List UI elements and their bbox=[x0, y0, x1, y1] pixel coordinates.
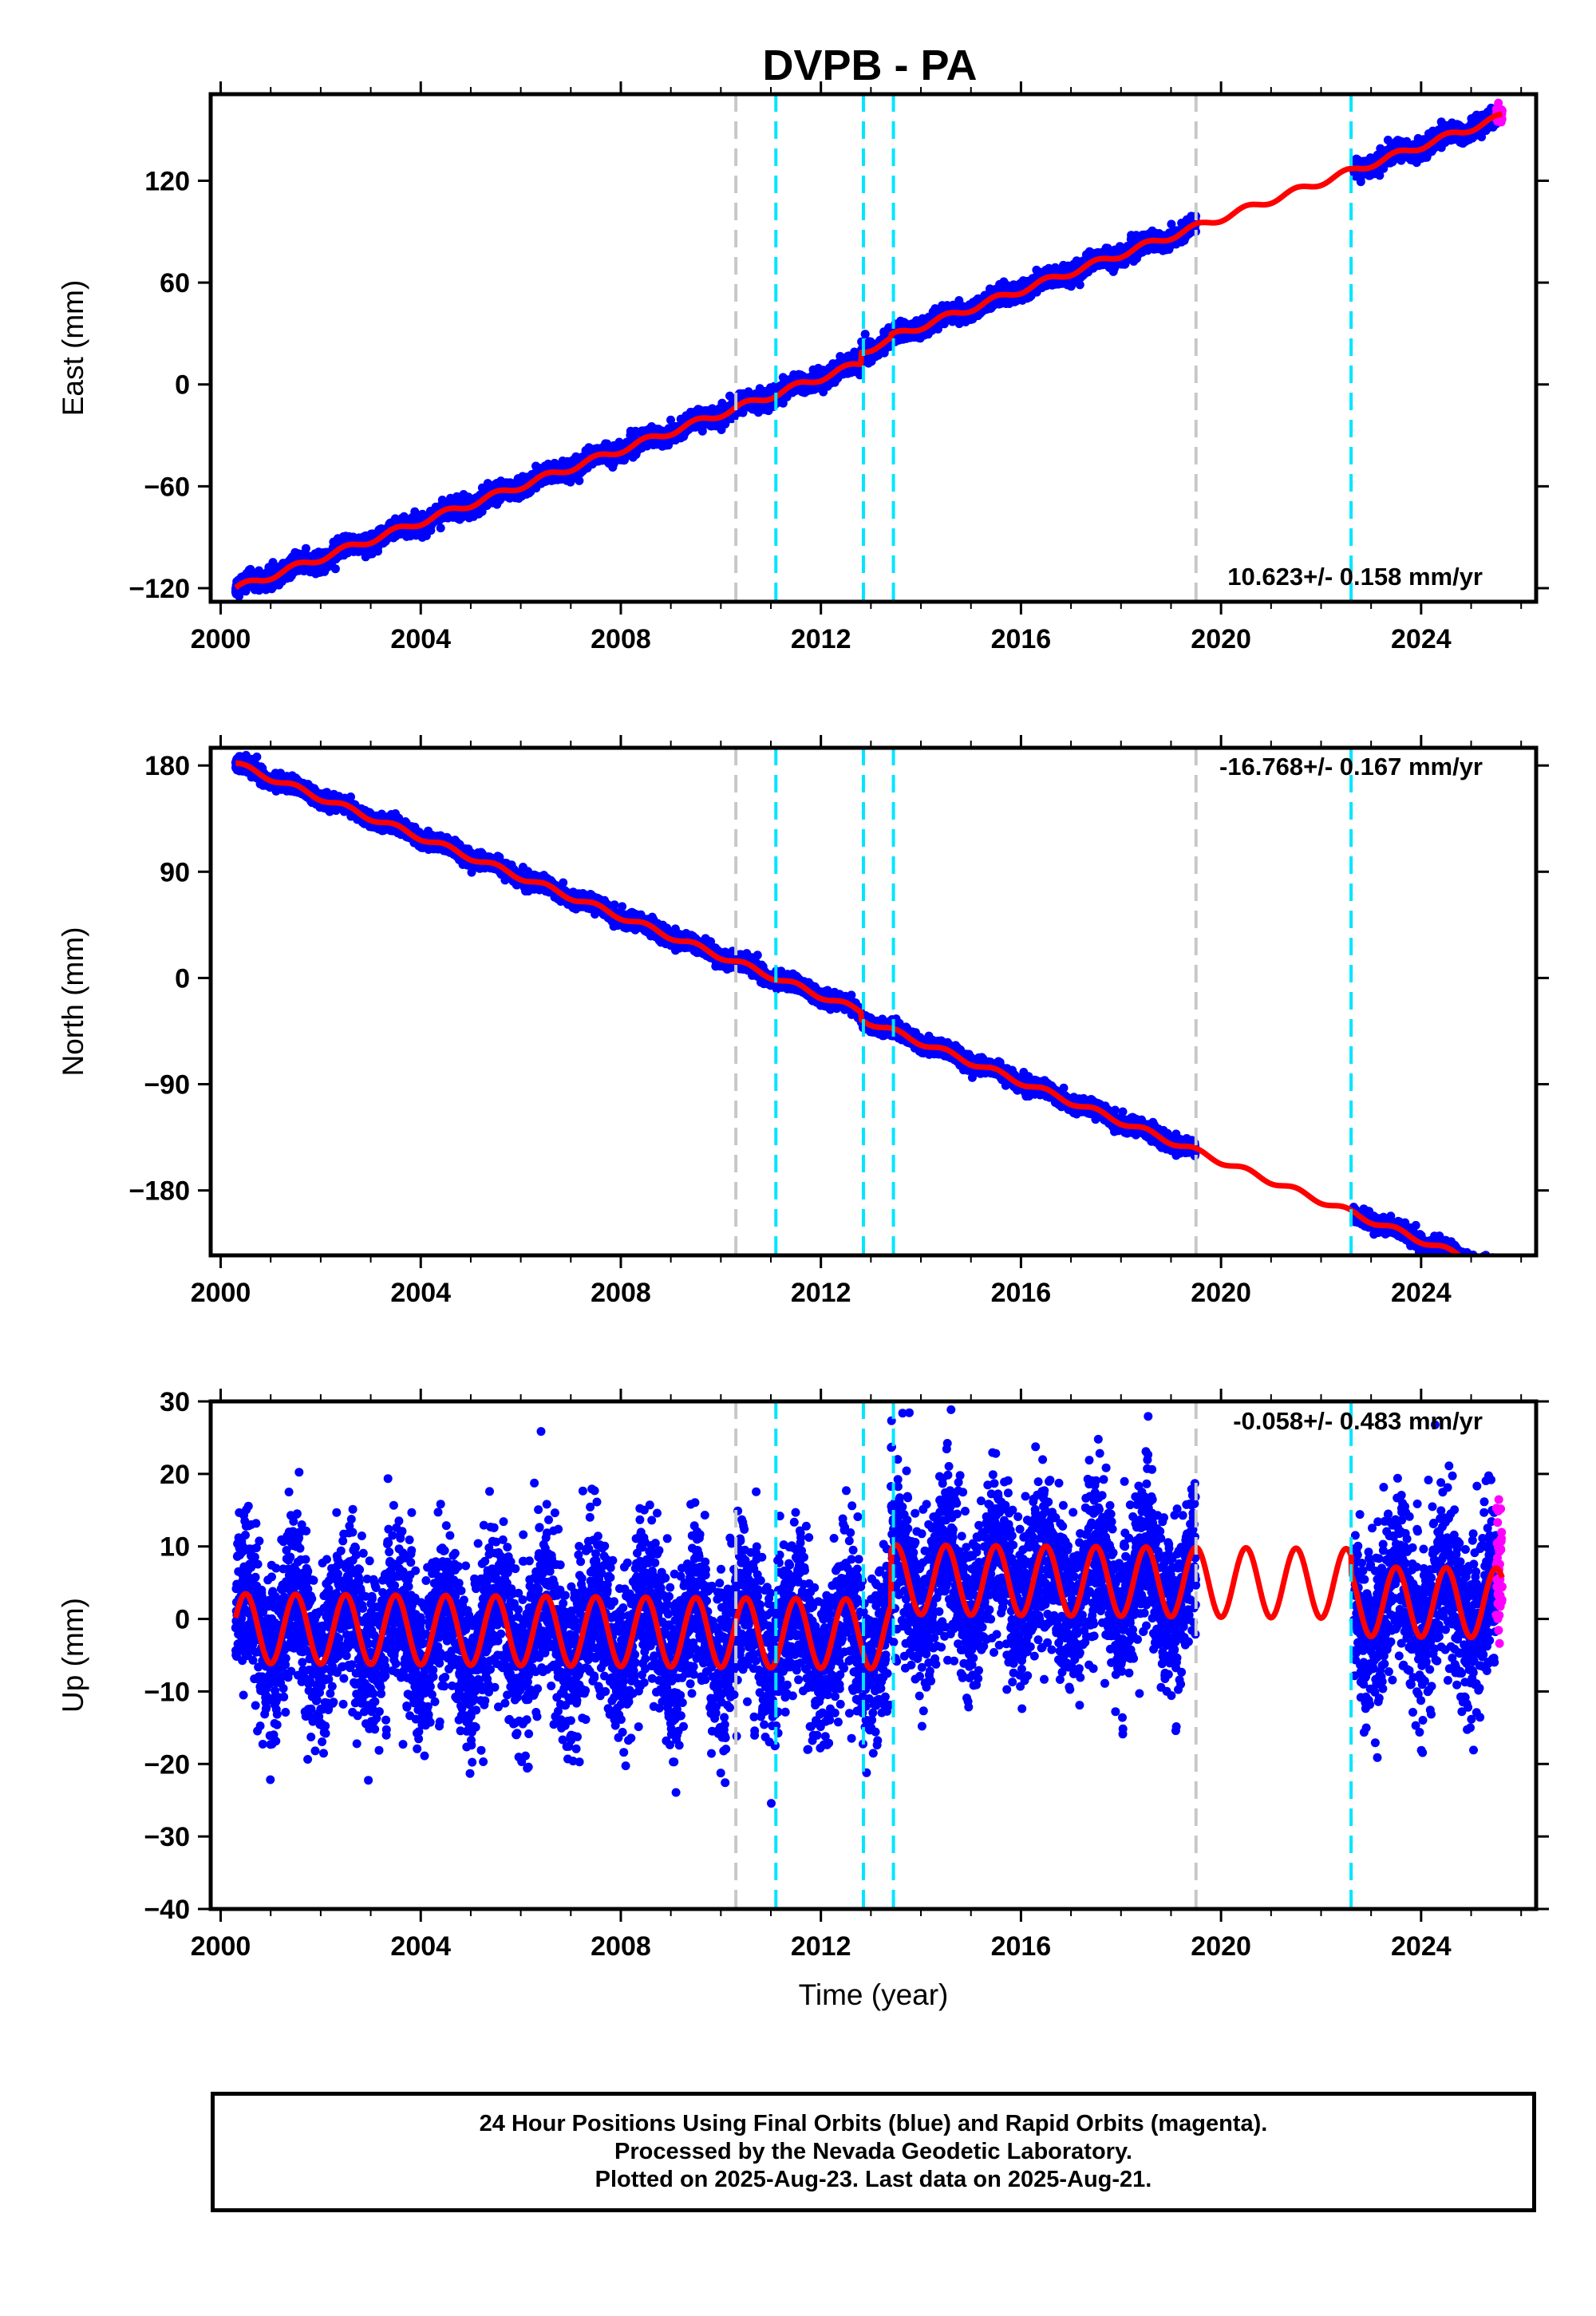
plot-area-east bbox=[231, 94, 1507, 602]
final-orbit-point bbox=[330, 564, 340, 574]
panels: 2000 2004 2008 2012 2016 2020 2024−120−6006012… bbox=[57, 81, 1549, 2011]
final-orbit-point bbox=[860, 330, 870, 339]
final-orbit-point bbox=[301, 543, 310, 553]
chart-title: DVPB - PA bbox=[762, 41, 977, 89]
final-orbit-point bbox=[575, 476, 584, 485]
final-orbit-point bbox=[436, 524, 445, 533]
final-orbit-point bbox=[697, 426, 707, 436]
panel-east: 2000 2004 2008 2012 2016 2020 2024−120−6006012… bbox=[57, 81, 1549, 654]
